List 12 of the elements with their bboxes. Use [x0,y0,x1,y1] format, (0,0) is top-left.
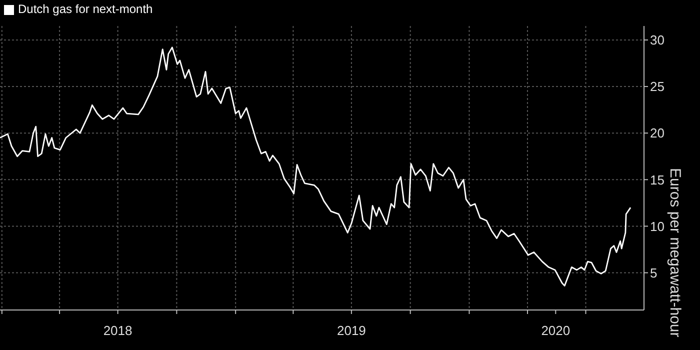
x-tick-label: 2020 [541,323,570,338]
y-tick-label: 5 [650,265,658,280]
y-tick-label: 30 [650,32,664,48]
legend-label: Dutch gas for next-month [18,2,153,16]
x-tick-label: 2019 [336,323,366,338]
y-tick-label: 15 [650,172,664,188]
y-tick-label: 20 [650,126,664,141]
line-series [0,46,632,286]
y-tick-label: 25 [650,79,664,94]
y-axis-title: Euros per megawatt-hour [666,168,684,338]
y-tick-label: 10 [650,218,664,234]
x-tick-label: 2018 [103,323,132,338]
